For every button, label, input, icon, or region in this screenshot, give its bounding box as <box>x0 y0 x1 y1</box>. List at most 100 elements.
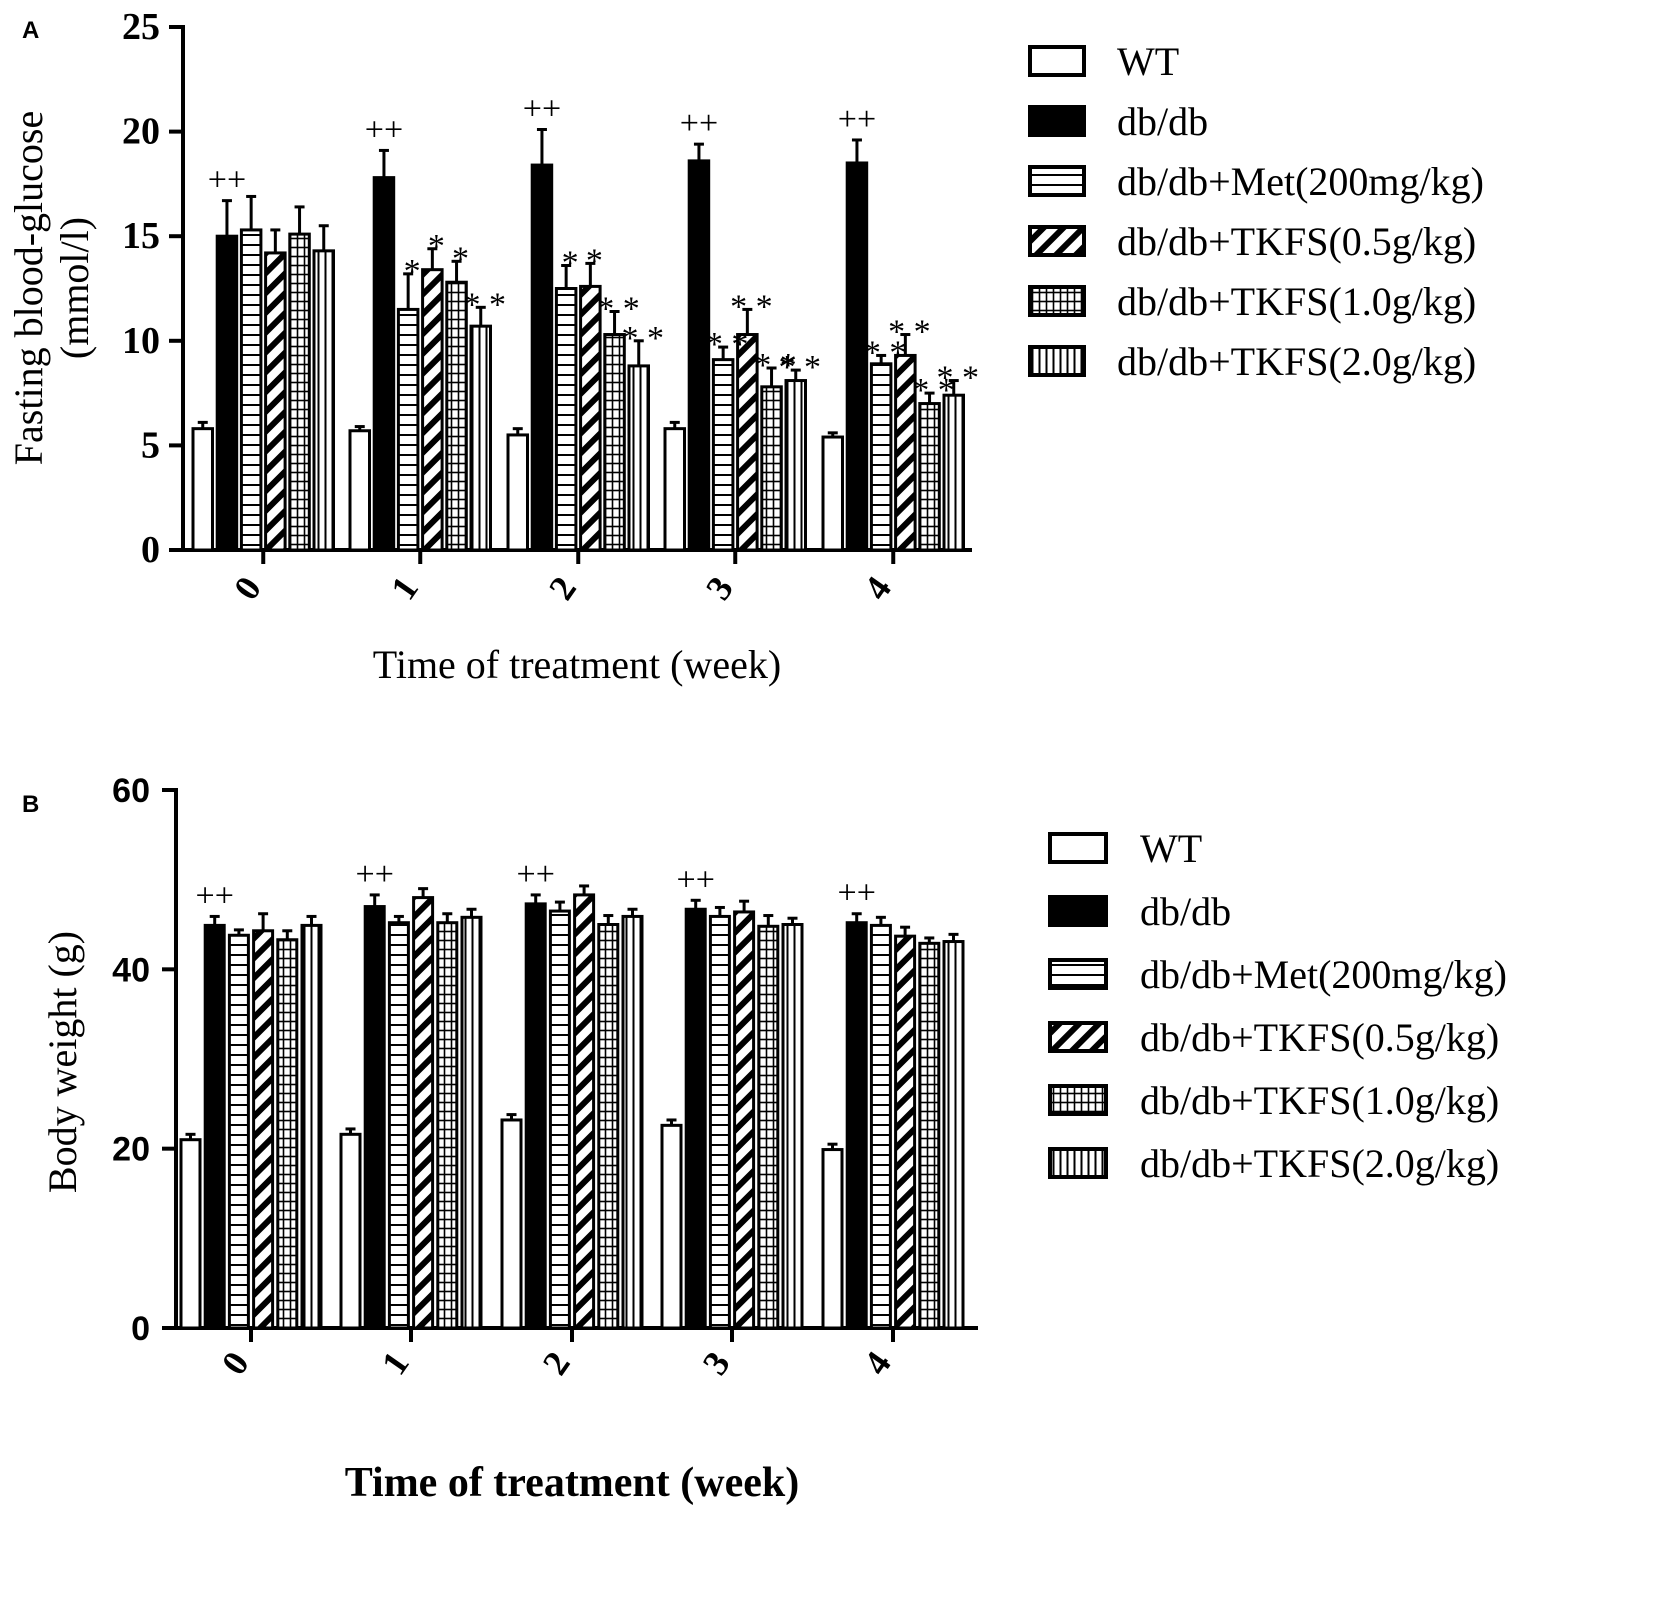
bar-db-db-tkfs-2-0g-kg--week-4 <box>942 393 965 552</box>
x-tick-label: 0 <box>226 569 269 607</box>
legend-label: db/db+TKFS(1.0g/kg) <box>1117 279 1476 324</box>
legend-swatch <box>1048 1147 1108 1179</box>
bar-db-db-tkfs-2-0g-kg--week-3 <box>781 923 804 1330</box>
bar-db-db-tkfs-1-0g-kg--week-1 <box>436 921 459 1330</box>
legend-label: WT <box>1117 39 1179 84</box>
bar-db-db-tkfs-0-5g-kg--week-2 <box>579 284 602 552</box>
significance-star: * <box>404 253 421 290</box>
significance-star: * * <box>864 334 907 371</box>
bar-db-db-met-200mg-kg--week-3 <box>708 914 731 1330</box>
legend-label: db/db+TKFS(1.0g/kg) <box>1140 1078 1499 1123</box>
bar-wt-week-0 <box>191 427 214 552</box>
bar-wt-week-0 <box>179 1138 202 1330</box>
legend-label: db/db+TKFS(0.5g/kg) <box>1117 219 1476 264</box>
legend-swatch <box>1028 105 1086 137</box>
y-tick-label: 10 <box>122 320 160 362</box>
bar-db-db-tkfs-1-0g-kg--week-2 <box>603 333 626 552</box>
bar-db-db-week-1 <box>363 905 386 1330</box>
legend-swatch <box>1048 1084 1108 1116</box>
bar-db-db-tkfs-0-5g-kg--week-0 <box>252 929 275 1330</box>
bar-db-db-met-200mg-kg--week-1 <box>387 921 410 1330</box>
significance-star: * * <box>706 326 749 363</box>
legend-label: db/db+Met(200mg/kg) <box>1140 952 1507 997</box>
legend-swatch <box>1048 832 1108 864</box>
bar-wt-week-3 <box>660 1123 683 1330</box>
x-tick-label: 0 <box>214 1344 257 1382</box>
significance-plus: ++ <box>356 856 394 893</box>
bar-db-db-tkfs-1-0g-kg--week-3 <box>757 924 780 1330</box>
bar-db-db-week-0 <box>215 234 239 552</box>
bar-db-db-tkfs-1-0g-kg--week-0 <box>276 938 299 1330</box>
bar-wt-week-4 <box>821 435 844 552</box>
bar-db-db-tkfs-0-5g-kg--week-1 <box>421 268 444 552</box>
significance-plus: ++ <box>196 877 234 914</box>
bar-db-db-week-2 <box>530 163 554 552</box>
legend-swatch <box>1028 285 1086 317</box>
bar-db-db-tkfs-2-0g-kg--week-0 <box>312 249 335 552</box>
legend-swatch <box>1028 165 1086 197</box>
legend-label: WT <box>1140 826 1202 871</box>
significance-star: * * <box>937 360 980 397</box>
x-tick-label: 3 <box>698 569 741 607</box>
bar-db-db-met-200mg-kg--week-2 <box>548 909 571 1330</box>
legend: WT db/db db/db+Met(200mg/kg) db/db+TKFS(0.5… <box>1048 826 1507 1186</box>
bar-wt-week-1 <box>348 429 371 552</box>
significance-plus: ++ <box>838 101 876 138</box>
bar-db-db-tkfs-2-0g-kg--week-3 <box>784 379 807 552</box>
bar-db-db-tkfs-0-5g-kg--week-3 <box>736 333 759 552</box>
y-axis-label: Body weight (g) <box>40 931 85 1193</box>
bar-db-db-tkfs-1-0g-kg--week-1 <box>445 280 468 552</box>
significance-star: * * <box>754 347 797 384</box>
bar-db-db-tkfs-1-0g-kg--week-0 <box>288 232 311 552</box>
bar-db-db-tkfs-0-5g-kg--week-3 <box>733 910 756 1330</box>
bar-db-db-week-1 <box>372 176 396 552</box>
significance-star: * * <box>779 349 822 386</box>
y-tick-label: 25 <box>122 6 160 48</box>
significance-star: * * <box>622 320 665 357</box>
significance-plus: ++ <box>838 875 876 912</box>
legend-swatch <box>1028 45 1086 77</box>
legend-label: db/db+TKFS(2.0g/kg) <box>1140 1141 1499 1186</box>
bar-db-db-tkfs-0-5g-kg--week-4 <box>894 353 917 552</box>
panel-a-label: A <box>22 17 39 44</box>
y-tick-label: 20 <box>122 111 160 153</box>
x-tick-label: 2 <box>541 569 584 607</box>
x-tick-label: 2 <box>535 1344 578 1382</box>
bar-db-db-tkfs-0-5g-kg--week-1 <box>412 896 435 1330</box>
legend-label: db/db+TKFS(2.0g/kg) <box>1117 339 1476 384</box>
bar-wt-week-3 <box>663 427 686 552</box>
legend-swatch <box>1028 345 1086 377</box>
significance-plus: ++ <box>208 162 246 199</box>
bar-db-db-met-200mg-kg--week-0 <box>239 228 263 552</box>
bar-wt-week-2 <box>506 433 529 552</box>
legend: WT db/db db/db+Met(200mg/kg) db/db+TKFS(0.5… <box>1028 39 1484 384</box>
bar-db-db-tkfs-0-5g-kg--week-2 <box>573 893 596 1330</box>
bar-db-db-met-200mg-kg--week-3 <box>711 358 735 552</box>
bar-db-db-week-2 <box>524 902 547 1330</box>
bar-db-db-met-200mg-kg--week-4 <box>869 923 892 1330</box>
bar-db-db-tkfs-0-5g-kg--week-4 <box>894 934 917 1330</box>
significance-star: * * <box>888 314 931 351</box>
y-tick-label: 0 <box>131 1310 150 1348</box>
bar-db-db-tkfs-2-0g-kg--week-0 <box>300 923 323 1330</box>
x-tick-label: 1 <box>374 1344 417 1382</box>
y-tick-label: 0 <box>141 529 160 571</box>
y-tick-label: 20 <box>112 1131 150 1169</box>
significance-star: * * <box>597 291 640 328</box>
chart-b: 0 20 40 60 0 1 2 3 4 ++ ++ ++ ++ ++ Time of treatment … <box>40 772 1507 1506</box>
legend-label: db/db+Met(200mg/kg) <box>1117 159 1484 204</box>
bar-db-db-tkfs-2-0g-kg--week-4 <box>942 940 965 1330</box>
y-tick-label: 60 <box>112 772 150 810</box>
significance-plus: ++ <box>677 861 715 898</box>
bar-wt-week-2 <box>500 1118 523 1330</box>
bar-db-db-tkfs-1-0g-kg--week-4 <box>918 941 941 1330</box>
legend-label: db/db <box>1117 99 1208 144</box>
significance-plus: ++ <box>365 111 403 148</box>
legend-label: db/db <box>1140 889 1231 934</box>
significance-star: * <box>586 242 603 279</box>
y-tick-label: 5 <box>141 424 160 466</box>
legend-swatch <box>1028 225 1086 257</box>
legend-swatch <box>1048 895 1108 927</box>
